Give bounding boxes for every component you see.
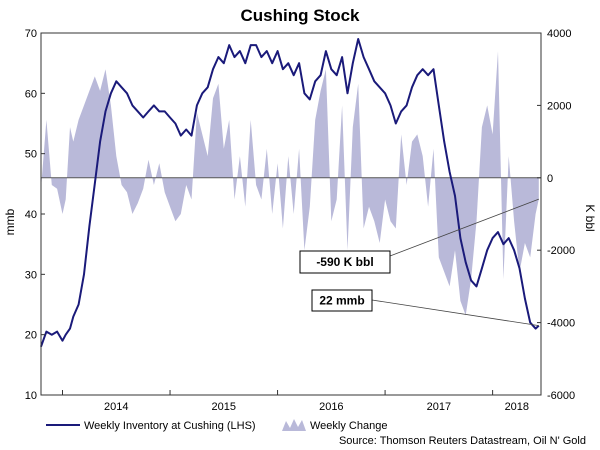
right-axis-label: K bbl xyxy=(583,204,597,231)
x-tick-label: 2016 xyxy=(319,401,343,413)
legend: Weekly Inventory at Cushing (LHS) Weekly… xyxy=(46,419,387,432)
left-tick-label: 40 xyxy=(25,209,37,221)
left-tick-label: 20 xyxy=(25,330,37,342)
legend-label-inventory: Weekly Inventory at Cushing (LHS) xyxy=(84,420,256,432)
weekly-change-area xyxy=(41,51,539,316)
x-axis-ticks: 2014 2015 2016 2017 2018 xyxy=(62,390,529,413)
weekly-change-area-layer xyxy=(41,51,539,316)
left-tick-label: 30 xyxy=(25,269,37,281)
right-tick-label: -2000 xyxy=(547,245,575,257)
x-tick-label: 2018 xyxy=(505,401,529,413)
left-axis-ticks: 10 20 30 40 50 60 70 xyxy=(25,28,45,402)
left-tick-label: 70 xyxy=(25,28,37,40)
left-tick-label: 60 xyxy=(25,88,37,100)
inventory-annotation-leader xyxy=(371,299,539,327)
right-tick-label: -6000 xyxy=(547,390,575,402)
legend-swatch-weekly-change xyxy=(282,419,306,431)
annotation-layer: -590 K bbl 22 mmb xyxy=(299,198,539,327)
weekly-change-annotation-leader xyxy=(389,198,539,257)
x-tick-label: 2015 xyxy=(212,401,236,413)
right-tick-label: 4000 xyxy=(547,28,571,40)
left-axis-label: mmb xyxy=(3,208,17,235)
legend-label-weekly-change: Weekly Change xyxy=(310,420,387,432)
left-tick-label: 50 xyxy=(25,149,37,161)
left-tick-label: 10 xyxy=(25,390,37,402)
right-tick-label: 0 xyxy=(547,173,553,185)
right-axis-ticks: -6000 -4000 -2000 0 2000 4000 xyxy=(537,28,575,402)
source-note: Source: Thomson Reuters Datastream, Oil … xyxy=(339,435,586,447)
inventory-line-layer xyxy=(40,38,540,348)
inventory-annotation-box xyxy=(311,289,373,312)
chart-title: Cushing Stock xyxy=(240,6,360,25)
x-tick-label: 2017 xyxy=(427,401,451,413)
weekly-change-annotation-label: -590 K bbl xyxy=(316,255,373,269)
inventory-annotation-label: 22 mmb xyxy=(319,294,364,308)
x-tick-label: 2014 xyxy=(104,401,128,413)
right-tick-label: 2000 xyxy=(547,100,571,112)
weekly-change-annotation-box xyxy=(299,250,391,274)
right-tick-label: -4000 xyxy=(547,318,575,330)
inventory-line xyxy=(40,38,540,348)
